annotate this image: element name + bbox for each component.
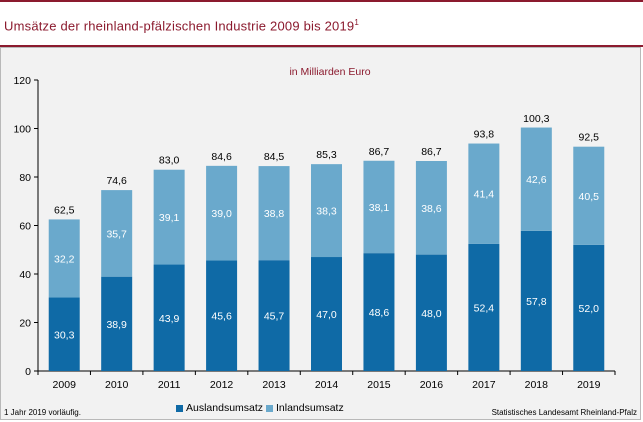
data-label-inlandsumsatz: 38,3 <box>316 206 337 218</box>
data-label-inlandsumsatz: 42,6 <box>526 174 547 186</box>
bar-inlandsumsatz <box>311 164 342 258</box>
legend-item-auslandsumsatz: Auslandsumsatz <box>176 402 263 414</box>
x-tick-label: 2010 <box>105 379 129 391</box>
bar-inlandsumsatz <box>415 160 447 255</box>
footnote: 1 Jahr 2019 vorläufig. <box>4 408 81 417</box>
chart-subtitle: in Milliarden Euro <box>289 66 370 78</box>
top-accent-rule <box>0 0 643 2</box>
x-tick-label: 2011 <box>158 379 181 391</box>
data-label-auslandsumsatz: 30,3 <box>54 329 75 341</box>
data-label-auslandsumsatz: 57,8 <box>526 296 547 308</box>
bar-auslandsumsatz <box>48 297 80 371</box>
x-tick-label: 2013 <box>262 379 286 391</box>
data-label-total: 86,7 <box>421 146 442 158</box>
bar-inlandsumsatz <box>258 166 290 261</box>
bar-auslandsumsatz <box>573 244 605 371</box>
bar-inlandsumsatz <box>468 143 500 244</box>
bar-auslandsumsatz <box>153 264 185 371</box>
bar-inlandsumsatz <box>153 169 185 265</box>
legend-label-inlandsumsatz: Inlandsumsatz <box>276 402 344 414</box>
data-label-total: 86,7 <box>369 146 390 158</box>
data-label-total: 74,6 <box>106 175 127 187</box>
chart-title: Umsätze der rheinland-pfälzischen Indust… <box>4 18 359 34</box>
legend-swatch-auslandsumsatz <box>176 404 183 412</box>
legend-swatch-inlandsumsatz <box>266 404 273 412</box>
bar-inlandsumsatz <box>363 160 395 254</box>
bar-auslandsumsatz <box>363 253 395 371</box>
bar-auslandsumsatz <box>311 257 342 371</box>
source-note: Statistisches Landesamt Rheinland-Pfalz <box>491 408 637 417</box>
x-tick-label: 2012 <box>210 379 234 391</box>
title-underline-rule <box>0 45 643 47</box>
data-label-auslandsumsatz: 52,0 <box>579 303 600 315</box>
data-label-total: 84,5 <box>264 151 285 163</box>
bar-inlandsumsatz <box>573 146 605 245</box>
data-label-total: 85,3 <box>316 149 337 161</box>
data-label-auslandsumsatz: 48,6 <box>369 307 390 319</box>
x-tick-label: 2009 <box>53 379 77 391</box>
data-label-inlandsumsatz: 38,8 <box>264 208 285 220</box>
data-label-auslandsumsatz: 38,9 <box>106 319 127 331</box>
chart-legend: Auslandsumsatz Inlandsumsatz <box>0 402 643 416</box>
data-label-total: 93,8 <box>474 129 495 141</box>
x-tick-label: 2015 <box>367 379 391 391</box>
bar-inlandsumsatz <box>48 219 80 298</box>
data-label-inlandsumsatz: 39,1 <box>159 212 180 224</box>
data-label-auslandsumsatz: 45,6 <box>211 311 232 323</box>
bar-auslandsumsatz <box>206 260 238 371</box>
y-tick-label: 0 <box>25 366 31 378</box>
data-label-auslandsumsatz: 43,9 <box>159 313 180 325</box>
data-label-auslandsumsatz: 52,4 <box>474 302 495 314</box>
bar-auslandsumsatz <box>258 260 290 371</box>
y-tick-label: 60 <box>19 221 31 233</box>
data-label-auslandsumsatz: 45,7 <box>264 311 285 323</box>
data-label-inlandsumsatz: 32,2 <box>54 253 75 265</box>
data-label-total: 100,3 <box>523 113 549 125</box>
y-tick-label: 80 <box>19 172 31 184</box>
x-tick-label: 2014 <box>315 379 339 391</box>
y-tick-label: 100 <box>13 124 31 136</box>
y-tick-label: 40 <box>19 269 31 281</box>
bar-auslandsumsatz <box>468 243 500 371</box>
bar-auslandsumsatz <box>520 230 552 371</box>
legend-label-auslandsumsatz: Auslandsumsatz <box>186 402 264 414</box>
x-tick-label: 2019 <box>577 379 601 391</box>
data-label-total: 92,5 <box>579 132 600 144</box>
x-tick-label: 2017 <box>472 379 496 391</box>
data-label-total: 62,5 <box>54 204 75 216</box>
data-label-inlandsumsatz: 38,1 <box>369 202 390 214</box>
data-label-inlandsumsatz: 35,7 <box>106 228 127 240</box>
y-tick-label: 20 <box>19 318 31 330</box>
bar-auslandsumsatz <box>101 276 133 371</box>
data-label-inlandsumsatz: 39,0 <box>211 208 232 220</box>
bar-inlandsumsatz <box>206 165 238 261</box>
bar-inlandsumsatz <box>101 190 133 277</box>
data-label-inlandsumsatz: 41,4 <box>474 189 495 201</box>
data-label-total: 84,6 <box>211 151 232 163</box>
bar-inlandsumsatz <box>520 127 552 231</box>
bar-auslandsumsatz <box>415 254 447 371</box>
x-tick-label: 2018 <box>525 379 549 391</box>
data-label-auslandsumsatz: 48,0 <box>421 308 442 320</box>
data-label-inlandsumsatz: 38,6 <box>421 203 442 215</box>
x-tick-label: 2016 <box>420 379 444 391</box>
data-label-total: 83,0 <box>159 155 180 167</box>
data-label-inlandsumsatz: 40,5 <box>579 191 600 203</box>
legend-item-inlandsumsatz: Inlandsumsatz <box>266 402 344 414</box>
data-label-auslandsumsatz: 47,0 <box>316 309 337 321</box>
y-tick-label: 120 <box>13 75 31 87</box>
